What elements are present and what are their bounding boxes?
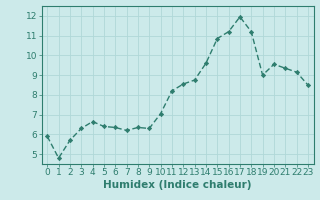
X-axis label: Humidex (Indice chaleur): Humidex (Indice chaleur) bbox=[103, 180, 252, 190]
